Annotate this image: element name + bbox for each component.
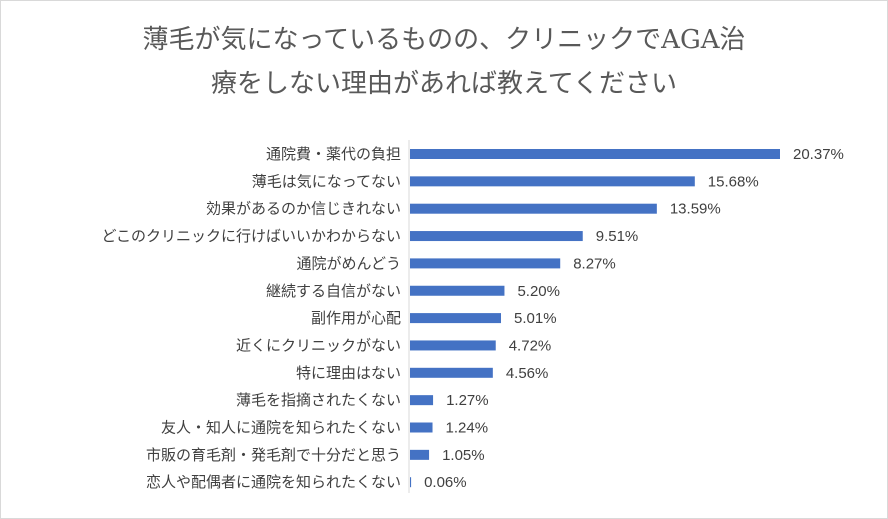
bar: [410, 258, 561, 269]
bar: [410, 422, 433, 433]
bar: [410, 285, 505, 296]
category-label: 薄毛は気になってない: [252, 172, 401, 190]
data-label: 20.37%: [793, 146, 844, 163]
bar: [410, 477, 412, 488]
chart-title-line-2: 療をしない理由があれば教えてください: [211, 69, 677, 99]
bar: [410, 313, 502, 324]
bar: [410, 367, 493, 378]
data-label: 5.01%: [514, 310, 557, 327]
data-label: 5.20%: [517, 283, 560, 300]
data-label: 15.68%: [708, 173, 759, 190]
category-label: 恋人や配偶者に通院を知られたくない: [146, 473, 401, 491]
category-label: 友人・知人に通院を知られたくない: [161, 419, 401, 437]
category-label: 副作用が心配: [311, 309, 401, 327]
data-label: 1.05%: [442, 447, 485, 464]
data-label: 4.56%: [506, 365, 549, 382]
data-label: 0.06%: [424, 474, 467, 491]
category-label: 市販の育毛剤・発毛剤で十分だと思う: [146, 446, 401, 464]
data-label: 1.27%: [446, 392, 489, 409]
category-label: 近くにクリニックがない: [236, 336, 401, 354]
category-label: 効果があるのか信じきれない: [206, 200, 401, 218]
data-label: 4.72%: [509, 337, 552, 354]
data-label: 1.24%: [446, 420, 489, 437]
bar: [410, 176, 695, 187]
category-label: 継続する自信がない: [266, 282, 401, 300]
bar: [410, 149, 780, 159]
chart-title: 薄毛が気になっているものの、クリニックでAGA治 療をしない理由があれば教えてく…: [0, 18, 888, 106]
category-label: 特に理由はない: [296, 364, 401, 382]
data-label: 8.27%: [573, 255, 616, 272]
category-label: どこのクリニックに行けばいいかわからない: [101, 227, 401, 245]
category-label: 通院がめんどう: [296, 254, 401, 272]
bar: [410, 395, 434, 406]
chart-title-line-1: 薄毛が気になっているものの、クリニックでAGA治: [142, 25, 746, 55]
bar: [410, 449, 430, 460]
category-label: 薄毛を指摘されたくない: [236, 391, 401, 409]
category-label: 通院費・薬代の負担: [266, 145, 401, 163]
data-label: 13.59%: [670, 201, 721, 218]
bar: [410, 340, 496, 351]
data-label: 9.51%: [596, 228, 639, 245]
bar: [410, 231, 583, 242]
bar: [410, 203, 657, 214]
